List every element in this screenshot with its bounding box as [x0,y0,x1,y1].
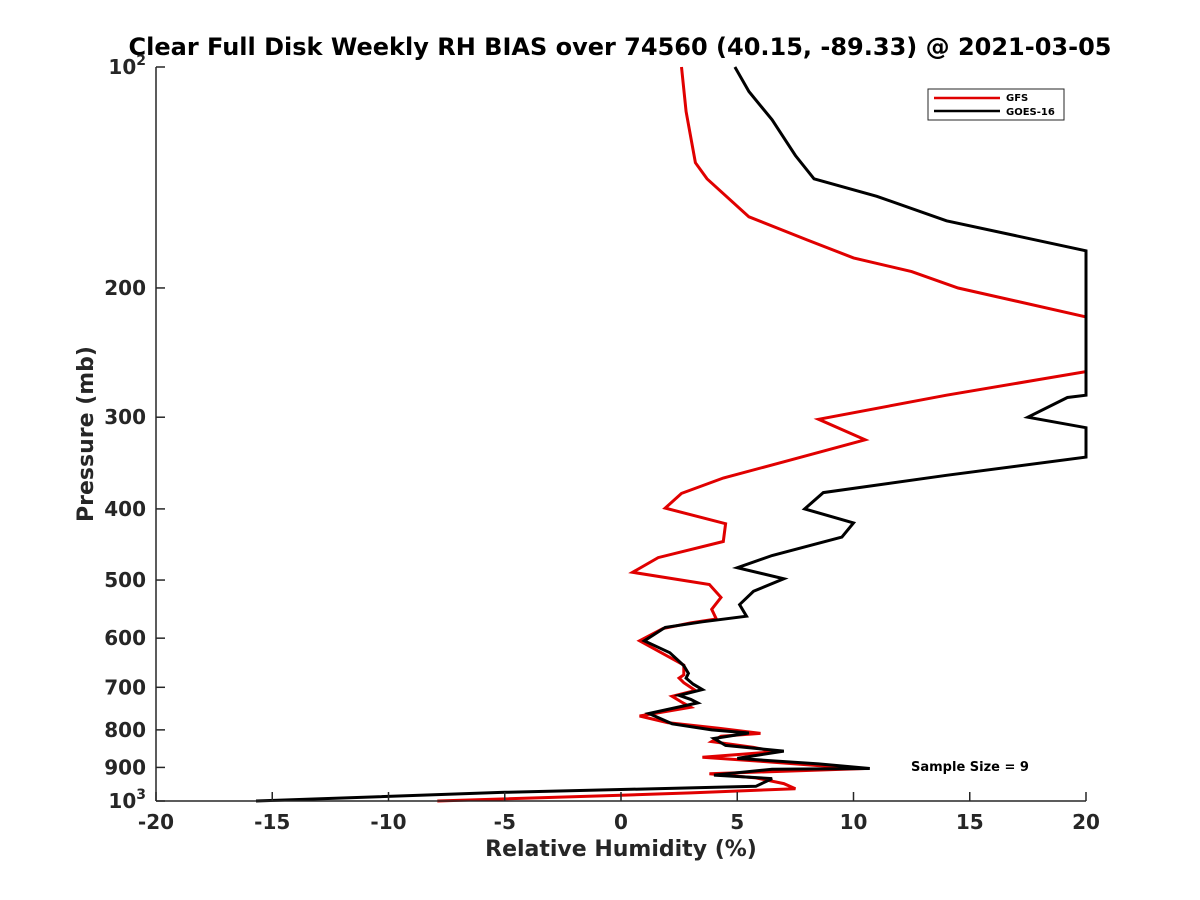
x-tick-label: 15 [956,810,984,834]
plot-background [156,67,1086,801]
series-layer [255,66,1088,803]
x-tick-label: 5 [730,810,744,834]
x-tick-label: 10 [840,810,868,834]
x-tick-label: -5 [494,810,516,834]
y-tick-label: 300 [104,405,146,429]
y-tick-label: 800 [104,718,146,742]
legend: GFS GOES-16 [927,88,1065,121]
sample-size-annotation: Sample Size = 9 [911,760,1029,775]
y-tick-label: 102 [108,53,146,79]
x-ticks: -20 -15 -10 -5 0 5 10 15 20 [138,792,1100,834]
y-axis-label: Pressure (mb) [74,346,99,522]
x-tick-label: -15 [254,810,290,834]
x-axis-label: Relative Humidity (%) [485,837,757,862]
x-tick-label: 0 [614,810,628,834]
x-tick-label: -10 [370,810,406,834]
y-tick-label: 700 [104,675,146,699]
y-tick-label: 600 [104,626,146,650]
plot-area: -20 -15 -10 -5 0 5 10 15 20 102 200 300 400 500 600 70… [104,53,1100,834]
y-tick-label: 900 [104,755,146,779]
legend-label-goes16: GOES-16 [1006,107,1055,118]
legend-label-gfs: GFS [1006,93,1028,104]
y-tick-label: 200 [104,276,146,300]
y-tick-label: 400 [104,497,146,521]
x-tick-label: -20 [138,810,174,834]
y-tick-label: 500 [104,568,146,592]
chart-title: Clear Full Disk Weekly RH BIAS over 7456… [129,33,1112,61]
legend-box [927,88,1065,121]
x-tick-label: 20 [1072,810,1100,834]
series-line-goes16 [255,66,1088,803]
